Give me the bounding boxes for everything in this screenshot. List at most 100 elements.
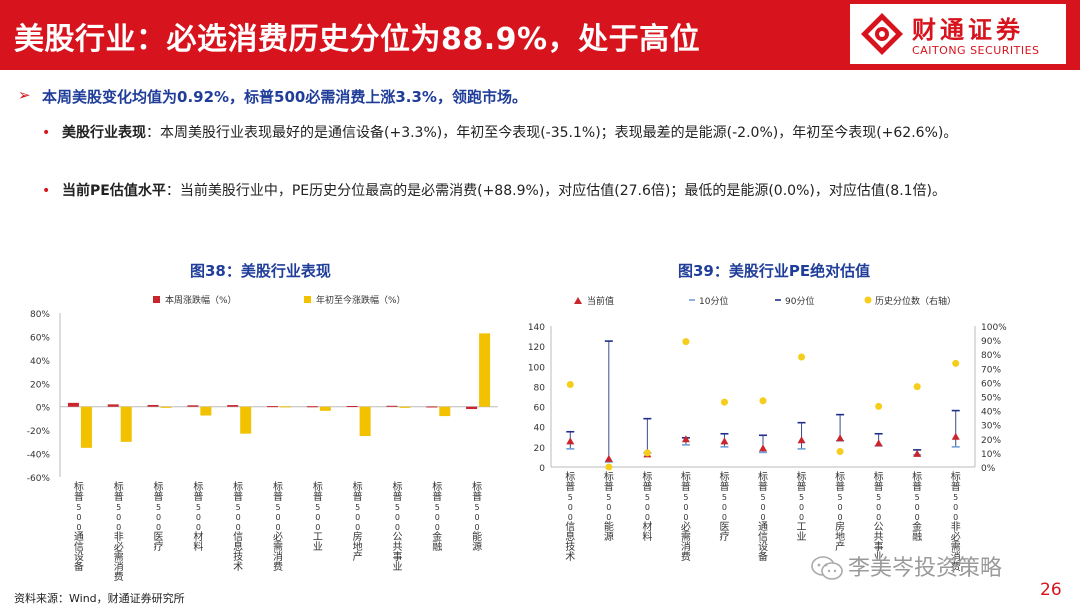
x-category-label: 产 — [835, 540, 845, 553]
bar — [439, 406, 451, 417]
x-category-label: 共 — [392, 541, 402, 553]
x-category-label: 消 — [951, 550, 961, 563]
x-category-label: 普 — [233, 490, 243, 503]
legend-swatch — [574, 297, 582, 304]
x-category-label: 5 — [568, 493, 573, 502]
y-left-tick-label: 20 — [534, 444, 546, 454]
current-value-marker — [913, 449, 922, 457]
x-category-label: 0 — [606, 513, 611, 522]
x-category-label: 5 — [953, 493, 958, 502]
x-category-label: 0 — [156, 523, 161, 532]
y-left-tick-label: 140 — [528, 323, 545, 333]
x-category-label: 标 — [642, 471, 652, 483]
x-category-label: 标 — [353, 481, 363, 493]
y-tick-label: -20% — [27, 427, 51, 437]
y-left-tick-label: 100 — [528, 363, 545, 373]
x-category-label: 料 — [642, 530, 652, 543]
bar — [399, 406, 411, 408]
x-category-label: 0 — [196, 523, 201, 532]
x-category-label: 0 — [568, 513, 573, 522]
x-category-label: 标 — [719, 471, 729, 483]
x-category-label: 0 — [645, 503, 650, 512]
y-tick-label: 40% — [30, 357, 50, 367]
x-category-label: 材 — [642, 520, 652, 533]
x-category-label: 通 — [74, 531, 84, 543]
y-right-tick-label: 60% — [981, 379, 1001, 389]
x-category-label: 普 — [193, 490, 203, 503]
header-bar: 美股行业：必选消费历史分位为88.9%，处于高位 财通证券 CAITONG SE… — [0, 0, 1080, 70]
x-category-label: 材 — [193, 530, 203, 543]
x-category-label: 事 — [874, 540, 884, 553]
bar — [280, 406, 291, 408]
x-category-label: 5 — [876, 493, 881, 502]
x-category-label: 普 — [114, 490, 124, 503]
x-category-label: 设 — [74, 551, 84, 563]
x-category-label: 0 — [953, 513, 958, 522]
bar — [386, 405, 398, 407]
x-category-label: 标 — [233, 481, 243, 493]
x-category-label: 普 — [874, 480, 884, 493]
x-category-label: 融 — [432, 541, 442, 553]
x-category-label: 备 — [758, 550, 768, 563]
bar — [306, 406, 318, 408]
x-category-label: 0 — [395, 523, 400, 532]
x-category-label: 5 — [799, 493, 804, 502]
x-category-label: 0 — [435, 523, 440, 532]
percentile-marker — [682, 338, 690, 346]
x-category-label: 5 — [606, 493, 611, 502]
x-category-label: 设 — [758, 541, 768, 553]
percentile-marker — [759, 397, 767, 405]
wechat-icon — [811, 556, 843, 580]
x-category-label: 能 — [472, 530, 482, 543]
bullet-dot-icon: • — [42, 183, 51, 199]
x-category-label: 标 — [951, 471, 961, 483]
x-category-label: 通 — [758, 521, 768, 533]
x-category-label: 需 — [114, 551, 124, 563]
x-category-label: 0 — [838, 513, 843, 522]
current-value-marker — [874, 439, 883, 447]
current-value-marker — [836, 434, 845, 442]
y-right-tick-label: 50% — [981, 394, 1001, 404]
x-category-label: 5 — [395, 503, 400, 512]
x-category-label: 地 — [835, 530, 845, 543]
x-category-label: 标 — [874, 471, 884, 483]
y-right-tick-label: 100% — [981, 323, 1007, 333]
legend-swatch — [864, 296, 872, 304]
x-category-label: 5 — [156, 503, 161, 512]
x-category-label: 5 — [315, 503, 320, 512]
x-category-label: 5 — [236, 503, 241, 512]
bullet-text: ：当前美股行业中，PE历史分位最高的是必需消费(+88.9%)，对应估值(27.… — [165, 183, 947, 199]
x-category-label: 5 — [915, 493, 920, 502]
x-category-label: 0 — [760, 503, 765, 512]
x-category-label: 普 — [758, 480, 768, 493]
y-right-tick-label: 70% — [981, 365, 1001, 375]
bar — [160, 406, 172, 408]
x-category-label: 普 — [642, 480, 652, 493]
x-category-label: 0 — [876, 513, 881, 522]
x-category-label: 必 — [114, 540, 124, 553]
watermark-text: 李美岑投资策略 — [848, 556, 1003, 581]
x-category-label: 普 — [797, 480, 807, 493]
x-category-label: 息 — [233, 540, 243, 553]
x-category-label: 标 — [193, 481, 203, 493]
bar — [267, 406, 278, 408]
x-category-label: 普 — [604, 480, 614, 493]
x-category-label: 0 — [876, 503, 881, 512]
x-category-label: 普 — [681, 480, 691, 493]
x-category-label: 需 — [681, 531, 691, 543]
x-category-label: 标 — [912, 471, 922, 483]
x-category-label: 普 — [353, 490, 363, 503]
bar — [227, 405, 239, 407]
x-category-label: 医 — [154, 531, 164, 543]
bar — [107, 404, 119, 407]
x-category-label: 信 — [565, 521, 575, 533]
y-right-tick-label: 40% — [981, 408, 1001, 418]
x-category-label: 源 — [604, 530, 614, 543]
x-category-label: 非 — [114, 531, 124, 543]
y-right-tick-label: 90% — [981, 337, 1001, 347]
x-category-label: 0 — [315, 513, 320, 522]
x-category-label: 普 — [273, 490, 283, 503]
x-category-label: 融 — [912, 531, 922, 543]
x-category-label: 业 — [392, 561, 402, 573]
